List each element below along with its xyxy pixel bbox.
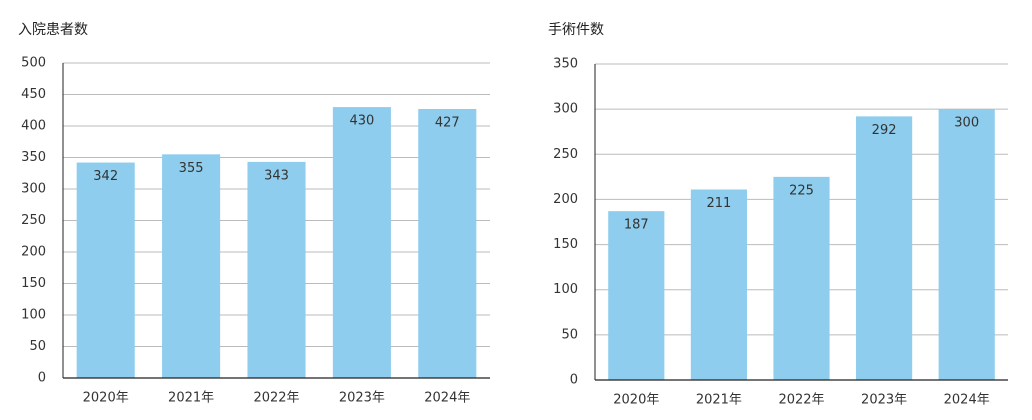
value-label: 342	[93, 169, 118, 184]
chart-title: 入院患者数	[18, 22, 88, 38]
y-tick-label: 400	[21, 119, 46, 134]
bar	[247, 161, 306, 378]
value-label: 300	[954, 116, 979, 131]
x-tick-label: 2023年	[339, 391, 385, 406]
bar	[162, 154, 221, 378]
y-tick-label: 450	[21, 87, 46, 102]
bar	[690, 189, 747, 380]
y-tick-label: 150	[21, 276, 46, 291]
value-label: 355	[179, 161, 204, 176]
bar	[938, 109, 995, 381]
y-tick-label: 250	[553, 147, 578, 162]
bar	[332, 107, 391, 378]
x-tick-label: 2022年	[778, 393, 824, 408]
y-tick-label: 50	[29, 339, 46, 354]
y-tick-label: 200	[21, 245, 46, 260]
value-label: 211	[706, 196, 731, 211]
y-tick-label: 300	[21, 182, 46, 197]
x-tick-label: 2020年	[613, 393, 659, 408]
value-label: 343	[264, 168, 289, 183]
y-tick-label: 300	[553, 102, 578, 117]
y-tick-label: 0	[570, 373, 578, 388]
value-label: 292	[872, 123, 897, 138]
bar	[608, 211, 665, 380]
y-tick-label: 500	[21, 56, 46, 71]
y-tick-label: 250	[21, 213, 46, 228]
y-tick-label: 100	[21, 308, 46, 323]
y-tick-label: 150	[553, 237, 578, 252]
bar	[856, 116, 913, 380]
value-label: 225	[789, 183, 814, 198]
bar	[76, 162, 135, 378]
x-tick-label: 2020年	[83, 391, 129, 406]
y-tick-label: 0	[38, 371, 46, 386]
y-tick-label: 50	[561, 327, 578, 342]
bar	[418, 108, 477, 379]
bar	[773, 176, 830, 380]
chart-title: 手術件数	[548, 22, 604, 38]
y-tick-label: 100	[553, 282, 578, 297]
x-tick-label: 2024年	[944, 393, 990, 408]
y-tick-label: 200	[553, 192, 578, 207]
value-label: 187	[624, 218, 649, 233]
x-tick-label: 2023年	[861, 393, 907, 408]
value-label: 430	[349, 114, 374, 129]
x-tick-label: 2021年	[168, 391, 214, 406]
x-tick-label: 2024年	[424, 391, 470, 406]
y-tick-label: 350	[21, 150, 46, 165]
x-tick-label: 2021年	[696, 393, 742, 408]
value-label: 427	[435, 115, 460, 130]
y-tick-label: 350	[553, 57, 578, 72]
x-tick-label: 2022年	[253, 391, 299, 406]
